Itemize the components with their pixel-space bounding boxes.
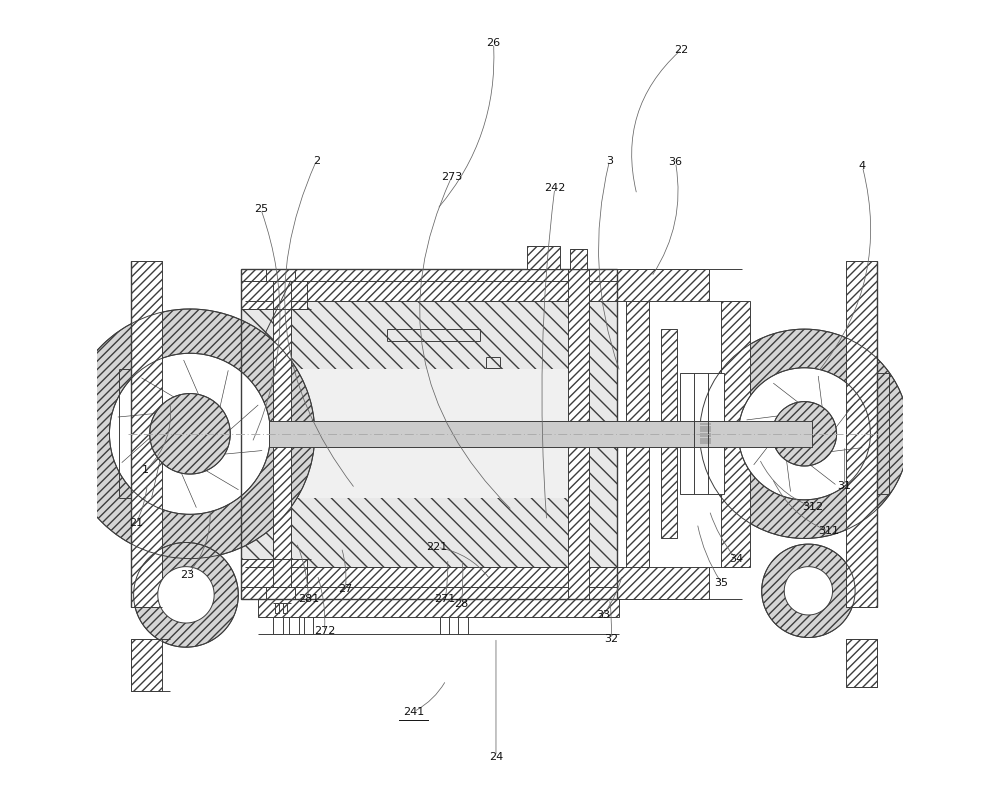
Polygon shape <box>241 587 617 599</box>
Polygon shape <box>772 402 837 466</box>
Polygon shape <box>65 309 315 558</box>
Text: 34: 34 <box>729 553 743 564</box>
Text: 272: 272 <box>314 626 335 636</box>
Polygon shape <box>846 639 877 688</box>
Text: 31: 31 <box>838 481 852 491</box>
Polygon shape <box>109 353 271 515</box>
Text: 35: 35 <box>714 578 728 587</box>
Text: 242: 242 <box>544 183 565 193</box>
Polygon shape <box>266 269 295 281</box>
Text: 36: 36 <box>669 158 683 167</box>
Text: 28: 28 <box>454 599 468 608</box>
Text: 241: 241 <box>403 706 424 717</box>
Polygon shape <box>762 544 855 638</box>
Polygon shape <box>241 269 617 281</box>
Polygon shape <box>738 368 870 500</box>
Text: 32: 32 <box>604 634 618 644</box>
Text: 21: 21 <box>129 518 143 528</box>
Polygon shape <box>266 587 295 599</box>
Polygon shape <box>134 542 238 647</box>
Polygon shape <box>570 249 587 269</box>
Text: 271: 271 <box>435 594 456 604</box>
Polygon shape <box>158 566 214 623</box>
Polygon shape <box>241 566 617 587</box>
Text: 27: 27 <box>338 584 353 594</box>
Polygon shape <box>273 617 283 634</box>
Polygon shape <box>680 373 724 494</box>
Polygon shape <box>846 261 877 607</box>
Text: 24: 24 <box>489 751 503 762</box>
Text: 33: 33 <box>596 610 610 620</box>
Polygon shape <box>568 269 589 599</box>
Polygon shape <box>283 603 287 613</box>
Polygon shape <box>458 617 468 634</box>
Text: 311: 311 <box>818 526 839 537</box>
Polygon shape <box>241 558 307 587</box>
Text: 26: 26 <box>486 38 501 48</box>
Polygon shape <box>269 421 812 447</box>
Polygon shape <box>289 617 299 634</box>
Polygon shape <box>700 329 909 538</box>
Polygon shape <box>617 269 709 301</box>
Polygon shape <box>275 603 279 613</box>
Text: 312: 312 <box>802 502 823 512</box>
Polygon shape <box>661 329 677 538</box>
Text: 273: 273 <box>441 172 462 182</box>
Text: 25: 25 <box>254 204 268 214</box>
Polygon shape <box>241 281 307 309</box>
Polygon shape <box>241 281 617 301</box>
Text: 281: 281 <box>298 594 319 604</box>
Polygon shape <box>131 639 162 692</box>
Polygon shape <box>277 369 572 499</box>
Text: 22: 22 <box>674 44 688 55</box>
Polygon shape <box>440 617 449 634</box>
Polygon shape <box>784 566 833 615</box>
Polygon shape <box>721 301 750 566</box>
Polygon shape <box>258 599 619 617</box>
Text: 23: 23 <box>181 570 195 579</box>
Polygon shape <box>304 617 313 634</box>
Polygon shape <box>273 269 291 599</box>
Text: 3: 3 <box>606 156 613 166</box>
Text: 2: 2 <box>313 156 320 166</box>
Polygon shape <box>131 261 162 607</box>
Polygon shape <box>617 566 709 599</box>
Polygon shape <box>150 393 230 474</box>
Polygon shape <box>626 301 649 566</box>
Text: 1: 1 <box>142 465 149 475</box>
Text: 4: 4 <box>859 162 866 171</box>
Text: 221: 221 <box>427 542 448 553</box>
Polygon shape <box>527 246 560 269</box>
Polygon shape <box>241 301 617 566</box>
